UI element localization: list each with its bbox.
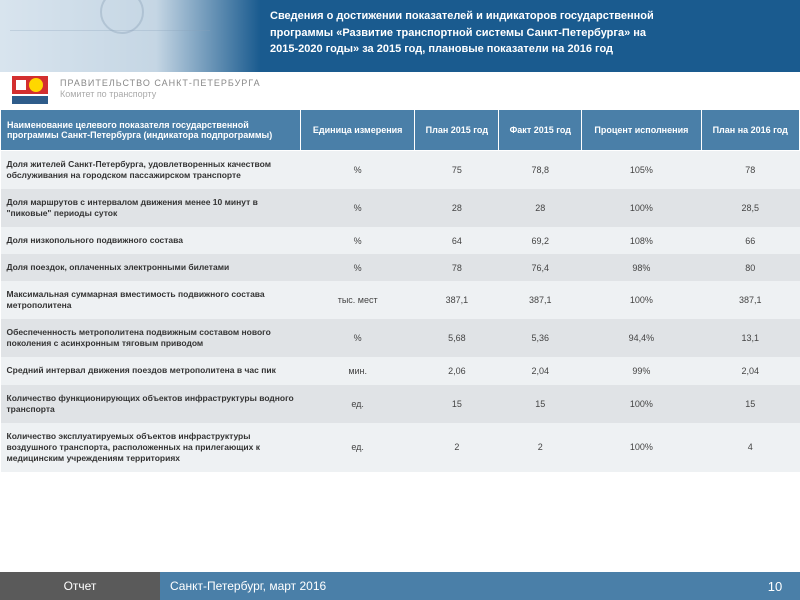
cell-value: 100% [582,281,701,319]
table-header-row: Наименование целевого показателя государ… [1,110,800,151]
cell-value: 105% [582,151,701,190]
cell-value: 13,1 [701,319,800,357]
cell-value: 28 [499,189,582,227]
table-row: Количество функционирующих объектов инфр… [1,385,800,423]
emblem-icon [12,76,48,104]
footer-section-label: Отчет [0,572,160,600]
cell-value: 2,04 [701,357,800,384]
cell-value: 100% [582,423,701,472]
cell-value: 78 [701,151,800,190]
table-row: Обеспеченность метрополитена подвижным с… [1,319,800,357]
cell-value: 78,8 [499,151,582,190]
cell-value: 80 [701,254,800,281]
cell-value: тыс. мест [301,281,415,319]
cell-value: % [301,319,415,357]
col-percent: Процент исполнения [582,110,701,151]
cell-value: % [301,254,415,281]
cell-value: 98% [582,254,701,281]
cell-value: ед. [301,385,415,423]
cell-value: 2,04 [499,357,582,384]
cell-value: % [301,227,415,254]
table-row: Максимальная суммарная вместимость подви… [1,281,800,319]
cell-value: 387,1 [415,281,499,319]
cell-value: 69,2 [499,227,582,254]
footer: Отчет Санкт-Петербург, март 2016 10 [0,572,800,600]
header-bar: Сведения о достижении показателей и инди… [0,0,800,72]
cell-value: 387,1 [701,281,800,319]
gov-label: ПРАВИТЕЛЬСТВО САНКТ-ПЕТЕРБУРГА [60,78,788,88]
committee-label: Комитет по транспорту [60,89,788,99]
cell-value: 4 [701,423,800,472]
table-row: Доля поездок, оплаченных электронными би… [1,254,800,281]
cell-value: 15 [415,385,499,423]
cell-value: ед. [301,423,415,472]
cell-value: 15 [499,385,582,423]
col-fact2015: Факт 2015 год [499,110,582,151]
cell-indicator-name: Количество функционирующих объектов инфр… [1,385,301,423]
cell-indicator-name: Доля жителей Санкт-Петербурга, удовлетво… [1,151,301,190]
cell-indicator-name: Доля поездок, оплаченных электронными би… [1,254,301,281]
cell-value: 66 [701,227,800,254]
col-name: Наименование целевого показателя государ… [1,110,301,151]
indicators-table: Наименование целевого показателя государ… [0,109,800,472]
cell-value: 28 [415,189,499,227]
cell-indicator-name: Доля низкопольного подвижного состава [1,227,301,254]
cell-value: % [301,189,415,227]
cell-value: 64 [415,227,499,254]
footer-location-date: Санкт-Петербург, март 2016 [160,572,750,600]
header-illustration [0,0,260,72]
cell-value: мин. [301,357,415,384]
cell-indicator-name: Доля маршрутов с интервалом движения мен… [1,189,301,227]
col-plan2015: План 2015 год [415,110,499,151]
subheader: ПРАВИТЕЛЬСТВО САНКТ-ПЕТЕРБУРГА Комитет п… [0,72,800,103]
page-title: Сведения о достижении показателей и инди… [270,8,788,58]
cell-value: 99% [582,357,701,384]
cell-value: 94,4% [582,319,701,357]
cell-value: 76,4 [499,254,582,281]
cell-value: 2,06 [415,357,499,384]
cell-value: 5,36 [499,319,582,357]
col-plan2016: План на 2016 год [701,110,800,151]
cell-value: 15 [701,385,800,423]
cell-value: 2 [415,423,499,472]
table-row: Средний интервал движения поездов метроп… [1,357,800,384]
table-row: Доля маршрутов с интервалом движения мен… [1,189,800,227]
cell-value: 387,1 [499,281,582,319]
cell-value: 5,68 [415,319,499,357]
cell-indicator-name: Максимальная суммарная вместимость подви… [1,281,301,319]
table-row: Количество эксплуатируемых объектов инфр… [1,423,800,472]
cell-value: 100% [582,189,701,227]
col-unit: Единица измерения [301,110,415,151]
table-row: Доля низкопольного подвижного состава%64… [1,227,800,254]
cell-value: 2 [499,423,582,472]
cell-value: 75 [415,151,499,190]
cell-value: % [301,151,415,190]
cell-value: 78 [415,254,499,281]
cell-value: 108% [582,227,701,254]
cell-value: 100% [582,385,701,423]
cell-value: 28,5 [701,189,800,227]
page-number: 10 [750,572,800,600]
cell-indicator-name: Средний интервал движения поездов метроп… [1,357,301,384]
cell-indicator-name: Количество эксплуатируемых объектов инфр… [1,423,301,472]
cell-indicator-name: Обеспеченность метрополитена подвижным с… [1,319,301,357]
table-row: Доля жителей Санкт-Петербурга, удовлетво… [1,151,800,190]
